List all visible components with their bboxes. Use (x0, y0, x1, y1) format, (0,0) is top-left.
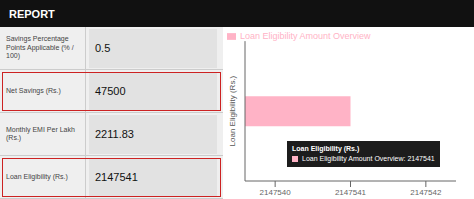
html-text:Loan Eligibility (Rs.): Loan Eligibility (Rs.) (292, 145, 360, 152)
html-text:Loan Eligibility (Rs.): Loan Eligibility (Rs.) (6, 172, 68, 180)
svg-text:Loan Eligibility (Rs.): Loan Eligibility (Rs.) (228, 75, 237, 146)
html-text:Loan Eligibility Amount Overvi: Loan Eligibility Amount Overview (240, 31, 371, 41)
html-text:47500: 47500 (95, 85, 126, 97)
html-text:Savings Percentage Points Appl: Savings Percentage Points Applicable (% … (6, 35, 74, 60)
html-text:Loan Eligibility Amount Overvi: Loan Eligibility Amount Overview: 214754… (302, 155, 435, 162)
html-text:Monthly EMI Per Lakh (Rs.): Monthly EMI Per Lakh (Rs.) (6, 125, 75, 141)
svg-text:2147540: 2147540 (260, 188, 292, 197)
html-text:2211.83: 2211.83 (95, 128, 134, 140)
svg-text:2147542: 2147542 (410, 188, 442, 197)
html-text:0.5: 0.5 (95, 42, 111, 54)
html-text:Net Savings (Rs.): Net Savings (Rs.) (6, 86, 61, 94)
svg-text:2147541: 2147541 (335, 188, 367, 197)
html-text:REPORT: REPORT (9, 7, 55, 20)
html-text:2147541: 2147541 (95, 171, 138, 183)
